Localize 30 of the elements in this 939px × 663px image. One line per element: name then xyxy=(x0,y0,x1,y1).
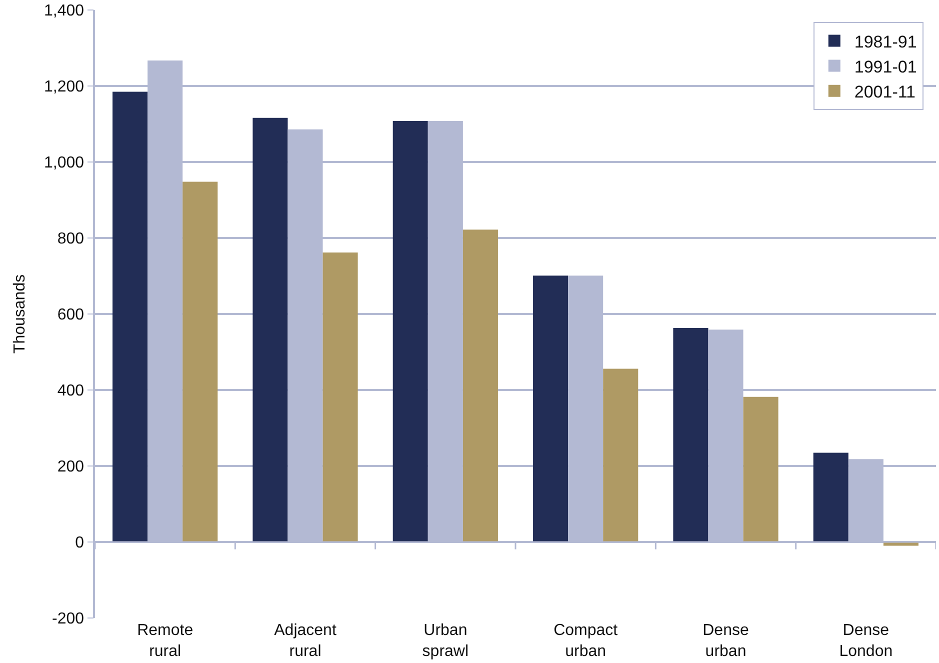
bar xyxy=(322,252,358,542)
y-axis-title: Thousands xyxy=(11,274,28,354)
bar xyxy=(813,452,848,542)
x-tick-label: Urban sprawl xyxy=(422,622,469,660)
legend-label: 1981-91 xyxy=(854,32,917,52)
y-tick-label: -200 xyxy=(52,610,84,628)
y-tick-label: 200 xyxy=(57,458,84,476)
bar xyxy=(112,92,148,542)
y-tick-label: 1,400 xyxy=(44,2,84,20)
bar xyxy=(603,368,638,542)
y-tick-label: 600 xyxy=(57,306,84,324)
y-tick-label: 1,000 xyxy=(44,154,84,172)
bar xyxy=(743,396,778,542)
x-tick-label: Adjacent rural xyxy=(274,622,337,660)
legend-label: 2001-11 xyxy=(854,82,916,102)
x-tick-label: Dense urban xyxy=(702,622,749,660)
y-tick-label: 1,200 xyxy=(44,78,84,96)
bar xyxy=(533,276,568,542)
legend-label: 1991-01 xyxy=(854,57,917,76)
y-tick-label: 0 xyxy=(75,534,84,552)
x-tick-label: Remote rural xyxy=(137,622,194,660)
bar xyxy=(462,230,498,542)
y-tick-label: 400 xyxy=(57,382,84,400)
y-tick-label: 800 xyxy=(57,230,84,248)
bar xyxy=(252,118,288,542)
bar xyxy=(182,182,218,542)
x-tick-label: Dense London xyxy=(839,622,893,660)
bar xyxy=(392,120,428,542)
bar xyxy=(673,328,708,542)
x-tick-label: Compact urban xyxy=(554,622,618,660)
